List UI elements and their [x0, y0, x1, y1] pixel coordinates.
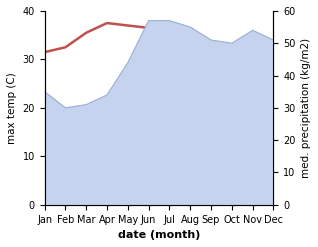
Y-axis label: max temp (C): max temp (C) [7, 72, 17, 144]
Y-axis label: med. precipitation (kg/m2): med. precipitation (kg/m2) [301, 38, 311, 178]
X-axis label: date (month): date (month) [118, 230, 200, 240]
